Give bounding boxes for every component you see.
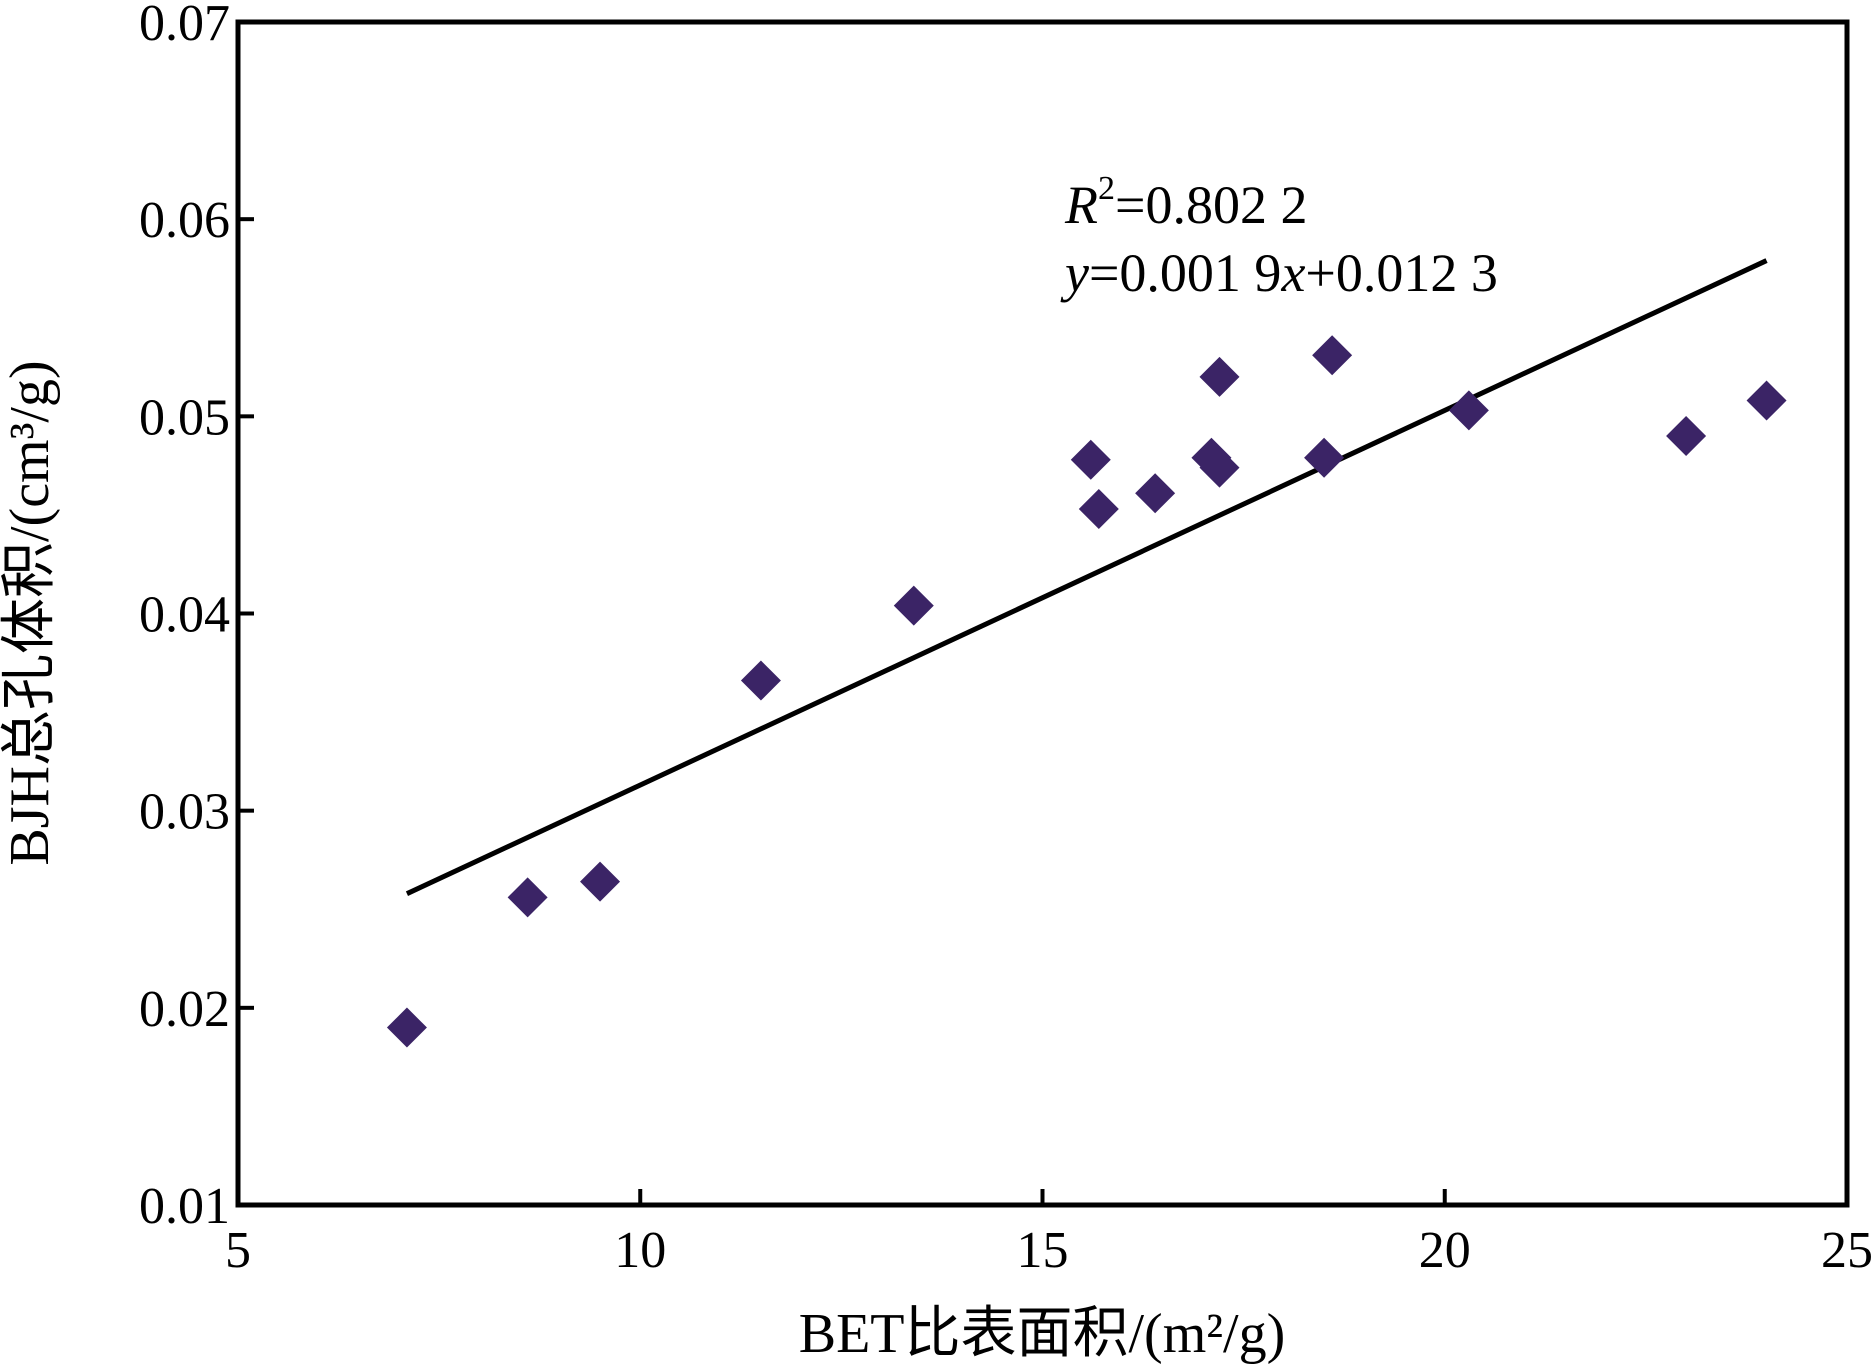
- data-point: [386, 1007, 427, 1048]
- data-point: [1199, 447, 1240, 488]
- x-axis-title: BET比表面积/(m²/g): [799, 1303, 1286, 1365]
- trendline: [405, 258, 1768, 896]
- data-point: [893, 585, 934, 626]
- x-tick-label: 25: [1821, 1222, 1871, 1279]
- y-tick-label: 0.07: [139, 0, 230, 52]
- data-point: [740, 660, 781, 701]
- y-axis-title: BJH总孔体积/(cm³/g): [0, 360, 61, 865]
- equation-annotation: y=0.001 9x+0.012 3: [1060, 243, 1498, 303]
- x-tick-label: 15: [1017, 1222, 1069, 1279]
- data-point: [1070, 439, 1111, 480]
- y-tick-label: 0.01: [139, 1178, 230, 1235]
- data-point: [1312, 335, 1353, 376]
- data-point: [1135, 473, 1176, 514]
- r2-annotation: R2=0.802 2: [1064, 170, 1307, 235]
- data-point: [1448, 390, 1489, 431]
- y-tick-label: 0.03: [139, 784, 230, 841]
- y-tick-label: 0.05: [139, 389, 230, 446]
- data-point: [507, 877, 548, 918]
- data-point: [1666, 416, 1707, 457]
- data-point: [1304, 437, 1345, 478]
- data-point: [1746, 380, 1787, 421]
- x-tick-label: 20: [1419, 1222, 1471, 1279]
- x-tick-label: 10: [614, 1222, 666, 1279]
- y-tick-label: 0.04: [139, 587, 230, 644]
- data-point: [580, 861, 621, 902]
- data-point: [1078, 489, 1119, 530]
- x-tick-label: 5: [225, 1222, 251, 1279]
- data-point: [1199, 356, 1240, 397]
- plot-frame: [235, 19, 1850, 1208]
- y-tick-label: 0.02: [139, 981, 230, 1038]
- y-tick-label: 0.06: [139, 192, 230, 249]
